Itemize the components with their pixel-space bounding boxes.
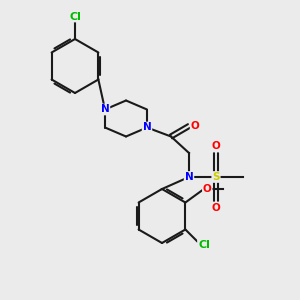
Text: O: O [190, 121, 200, 131]
Text: O: O [212, 141, 220, 152]
Text: Cl: Cl [69, 11, 81, 22]
Text: Cl: Cl [198, 239, 210, 250]
Text: N: N [100, 104, 109, 115]
Text: O: O [203, 184, 212, 194]
Text: S: S [212, 172, 220, 182]
Text: O: O [212, 202, 220, 213]
Text: N: N [142, 122, 152, 133]
Text: N: N [184, 172, 194, 182]
